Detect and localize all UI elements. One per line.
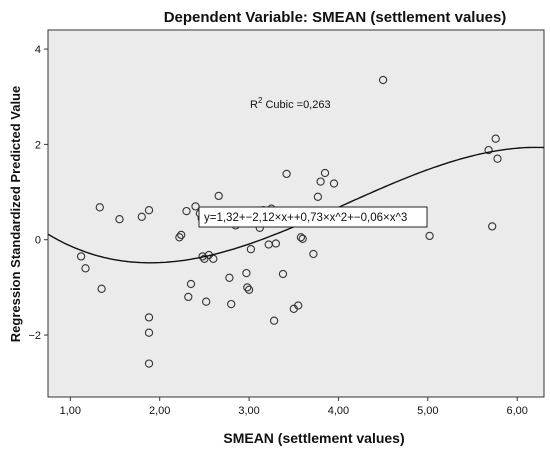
r-squared-value: Cubic =0,263 [262,99,330,111]
data-point [484,145,493,155]
data-point [242,268,251,278]
data-point [76,252,86,261]
y-tick-label: −2 [28,330,41,342]
r-squared-superscript: 2 [258,96,263,105]
data-point [296,233,306,242]
data-point [137,212,146,221]
y-axis: −2 0 2 4 [28,44,48,342]
data-point [81,264,90,273]
data-point [202,297,211,306]
x-tick-label: 4,00 [328,405,349,417]
data-point [184,292,193,302]
data-point [144,313,154,322]
data-point [186,279,196,289]
y-tick-label: 4 [35,44,41,56]
data-point [294,301,303,310]
data-point [278,269,288,279]
data-point [378,75,388,85]
x-tick-label: 2,00 [149,405,170,417]
data-point [243,283,252,292]
data-point [316,177,325,186]
x-tick-label: 1,00 [60,405,81,417]
data-point [320,168,330,178]
x-tick-label: 5,00 [417,405,438,417]
y-axis-label: Regression Standardized Predicted Value [8,86,23,342]
data-point [144,359,154,368]
r-squared-annotation: R2 Cubic =0,263 [250,96,331,111]
data-point [298,234,307,243]
x-axis-label: SMEAN (settlement values) [223,430,404,446]
data-point [115,215,124,224]
data-point [329,179,339,188]
equation-box [198,206,428,228]
x-axis: 1,00 2,00 3,00 4,00 5,00 6,00 [60,397,528,417]
data-point [313,192,323,201]
data-point [225,273,234,282]
data-point [182,206,191,216]
chart-title: Dependent Variable: SMEAN (settlement va… [164,9,507,26]
data-point [269,316,279,325]
data-point [177,230,186,240]
x-tick-label: 3,00 [238,405,259,417]
data-point [309,249,318,259]
r-squared-letter: R [250,99,258,111]
data-point [488,222,497,231]
data-point [95,203,104,212]
data-point [425,231,434,241]
x-tick-label: 6,00 [506,405,527,417]
y-tick-label: 2 [35,139,41,151]
data-point [493,154,502,163]
data-point [227,299,236,309]
data-point [144,328,154,337]
data-point [246,245,256,254]
data-point [282,169,291,179]
y-tick-label: 0 [35,235,41,247]
fit-equation: y=1,32+−2,12×x++0,73×x^2+−0,06×x^3 [204,212,407,224]
data-point [175,233,184,242]
data-point [244,285,254,294]
data-point [491,134,500,143]
data-point [144,206,154,215]
data-point [214,191,223,201]
data-point [271,239,281,248]
data-point [191,202,200,211]
data-point [97,284,106,293]
